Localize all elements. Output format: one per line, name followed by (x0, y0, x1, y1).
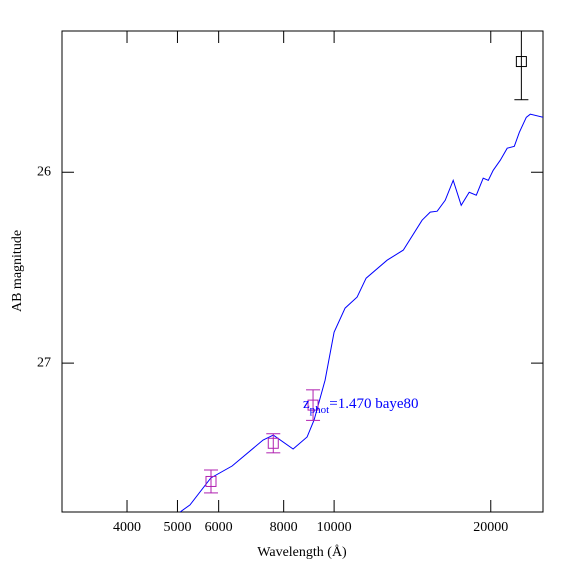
x-tick-label: 10000 (317, 520, 352, 535)
annotation-text: =1.470 baye80 (329, 396, 418, 412)
plot-area (179, 31, 543, 512)
data-point (515, 56, 527, 68)
annotation: zphot=1.470 baye80 (303, 396, 419, 415)
y-axis-label: AB magnitude (10, 230, 25, 312)
y-tick-label: 27 (37, 355, 51, 370)
annotation-subscript: phot (310, 404, 330, 416)
annotation-symbol: z (303, 396, 310, 412)
x-tick-label: 6000 (205, 520, 233, 535)
y-tick-label: 26 (37, 164, 51, 179)
x-tick-label: 5000 (163, 520, 191, 535)
plot-frame (61, 30, 544, 513)
x-tick-label: 20000 (473, 520, 508, 535)
x-axis-label: Wavelength (Å) (257, 544, 347, 560)
x-tick-label: 8000 (270, 520, 298, 535)
x-tick-label: 4000 (113, 520, 141, 535)
data-point (307, 399, 319, 411)
model-line (179, 113, 543, 512)
data-point (267, 437, 279, 449)
data-point (205, 475, 217, 487)
